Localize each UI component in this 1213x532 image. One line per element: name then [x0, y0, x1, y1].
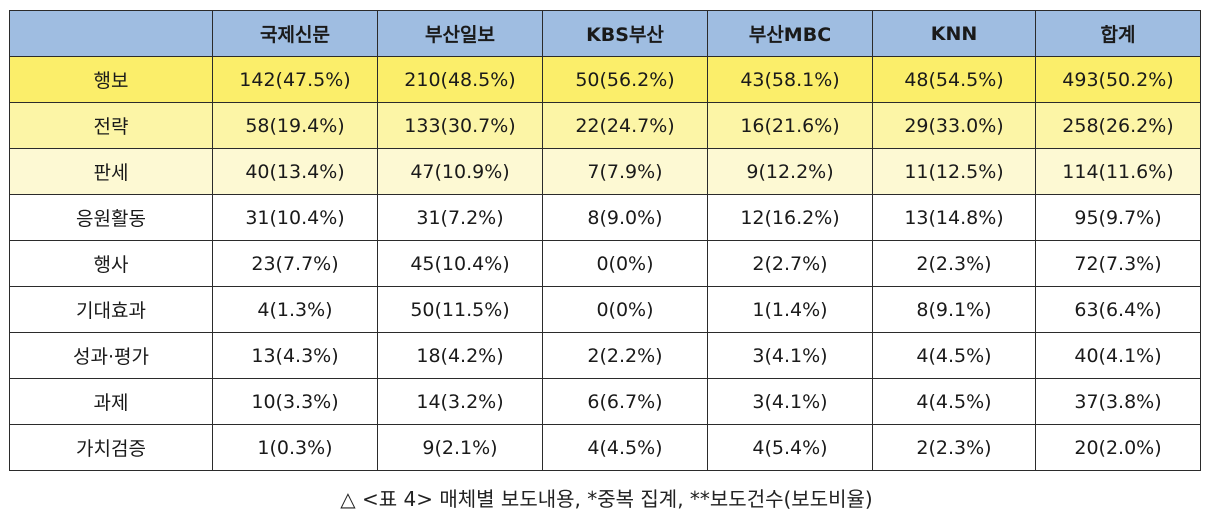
- table-cell: 2(2.7%): [707, 240, 873, 287]
- header-cell-busan-mbc: 부산MBC: [707, 10, 873, 57]
- table-cell: 40(4.1%): [1035, 332, 1201, 379]
- table-cell: 10(3.3%): [212, 378, 378, 425]
- table-cell: 43(58.1%): [707, 56, 873, 103]
- table-cell: 45(10.4%): [377, 240, 543, 287]
- row-label: 과제: [9, 378, 213, 425]
- row-label: 행보: [9, 56, 213, 103]
- table-row: 과제 10(3.3%) 14(3.2%) 6(6.7%) 3(4.1%) 4(4…: [9, 378, 1201, 425]
- table-cell: 2(2.2%): [542, 332, 708, 379]
- report-table-container: 국제신문 부산일보 KBS부산 부산MBC KNN 합계 행보 142(47.5…: [9, 10, 1201, 471]
- table-row: 행보 142(47.5%) 210(48.5%) 50(56.2%) 43(58…: [9, 56, 1201, 103]
- table-cell: 22(24.7%): [542, 102, 708, 149]
- header-cell-busan-ilbo: 부산일보: [377, 10, 543, 57]
- table-row: 성과·평가 13(4.3%) 18(4.2%) 2(2.2%) 3(4.1%) …: [9, 332, 1201, 379]
- table-cell: 95(9.7%): [1035, 194, 1201, 241]
- table-cell: 23(7.7%): [212, 240, 378, 287]
- table-cell: 3(4.1%): [707, 378, 873, 425]
- table-cell: 1(1.4%): [707, 286, 873, 333]
- table-cell: 2(2.3%): [872, 424, 1036, 471]
- table-cell: 47(10.9%): [377, 148, 543, 195]
- header-cell-kookje: 국제신문: [212, 10, 378, 57]
- table-cell: 0(0%): [542, 286, 708, 333]
- row-label: 행사: [9, 240, 213, 287]
- table-cell: 1(0.3%): [212, 424, 378, 471]
- table-cell: 8(9.0%): [542, 194, 708, 241]
- table-cell: 50(11.5%): [377, 286, 543, 333]
- table-cell: 493(50.2%): [1035, 56, 1201, 103]
- table-cell: 114(11.6%): [1035, 148, 1201, 195]
- table-cell: 133(30.7%): [377, 102, 543, 149]
- table-cell: 6(6.7%): [542, 378, 708, 425]
- table-cell: 9(2.1%): [377, 424, 543, 471]
- table-cell: 13(4.3%): [212, 332, 378, 379]
- table-cell: 2(2.3%): [872, 240, 1036, 287]
- row-label: 가치검증: [9, 424, 213, 471]
- table-cell: 4(1.3%): [212, 286, 378, 333]
- table-cell: 4(4.5%): [872, 332, 1036, 379]
- table-cell: 63(6.4%): [1035, 286, 1201, 333]
- table-cell: 9(12.2%): [707, 148, 873, 195]
- table-cell: 210(48.5%): [377, 56, 543, 103]
- table-row: 판세 40(13.4%) 47(10.9%) 7(7.9%) 9(12.2%) …: [9, 148, 1201, 195]
- header-cell-corner: [9, 10, 213, 57]
- table-cell: 11(12.5%): [872, 148, 1036, 195]
- table-cell: 13(14.8%): [872, 194, 1036, 241]
- table-cell: 4(4.5%): [872, 378, 1036, 425]
- table-cell: 258(26.2%): [1035, 102, 1201, 149]
- table-cell: 142(47.5%): [212, 56, 378, 103]
- table-cell: 12(16.2%): [707, 194, 873, 241]
- row-label: 판세: [9, 148, 213, 195]
- table-cell: 31(10.4%): [212, 194, 378, 241]
- table-row: 행사 23(7.7%) 45(10.4%) 0(0%) 2(2.7%) 2(2.…: [9, 240, 1201, 287]
- row-label: 기대효과: [9, 286, 213, 333]
- table-cell: 48(54.5%): [872, 56, 1036, 103]
- table-cell: 72(7.3%): [1035, 240, 1201, 287]
- table-caption: △ <표 4> 매체별 보도내용, *중복 집계, **보도건수(보도비율): [340, 487, 873, 511]
- table-cell: 50(56.2%): [542, 56, 708, 103]
- table-cell: 3(4.1%): [707, 332, 873, 379]
- table-row: 가치검증 1(0.3%) 9(2.1%) 4(4.5%) 4(5.4%) 2(2…: [9, 424, 1201, 471]
- table-cell: 58(19.4%): [212, 102, 378, 149]
- table-cell: 7(7.9%): [542, 148, 708, 195]
- table-cell: 8(9.1%): [872, 286, 1036, 333]
- row-label: 전략: [9, 102, 213, 149]
- row-label: 응원활동: [9, 194, 213, 241]
- table-cell: 0(0%): [542, 240, 708, 287]
- table-cell: 29(33.0%): [872, 102, 1036, 149]
- table-cell: 16(21.6%): [707, 102, 873, 149]
- table-header-row: 국제신문 부산일보 KBS부산 부산MBC KNN 합계: [9, 10, 1201, 57]
- table-row: 응원활동 31(10.4%) 31(7.2%) 8(9.0%) 12(16.2%…: [9, 194, 1201, 241]
- header-cell-knn: KNN: [872, 10, 1036, 57]
- table-cell: 31(7.2%): [377, 194, 543, 241]
- table-cell: 37(3.8%): [1035, 378, 1201, 425]
- table-cell: 4(4.5%): [542, 424, 708, 471]
- table-cell: 14(3.2%): [377, 378, 543, 425]
- media-coverage-table: 국제신문 부산일보 KBS부산 부산MBC KNN 합계 행보 142(47.5…: [9, 10, 1201, 471]
- table-row: 기대효과 4(1.3%) 50(11.5%) 0(0%) 1(1.4%) 8(9…: [9, 286, 1201, 333]
- row-label: 성과·평가: [9, 332, 213, 379]
- table-cell: 18(4.2%): [377, 332, 543, 379]
- header-cell-total: 합계: [1035, 10, 1201, 57]
- table-cell: 40(13.4%): [212, 148, 378, 195]
- table-row: 전략 58(19.4%) 133(30.7%) 22(24.7%) 16(21.…: [9, 102, 1201, 149]
- table-cell: 4(5.4%): [707, 424, 873, 471]
- table-cell: 20(2.0%): [1035, 424, 1201, 471]
- header-cell-kbs-busan: KBS부산: [542, 10, 708, 57]
